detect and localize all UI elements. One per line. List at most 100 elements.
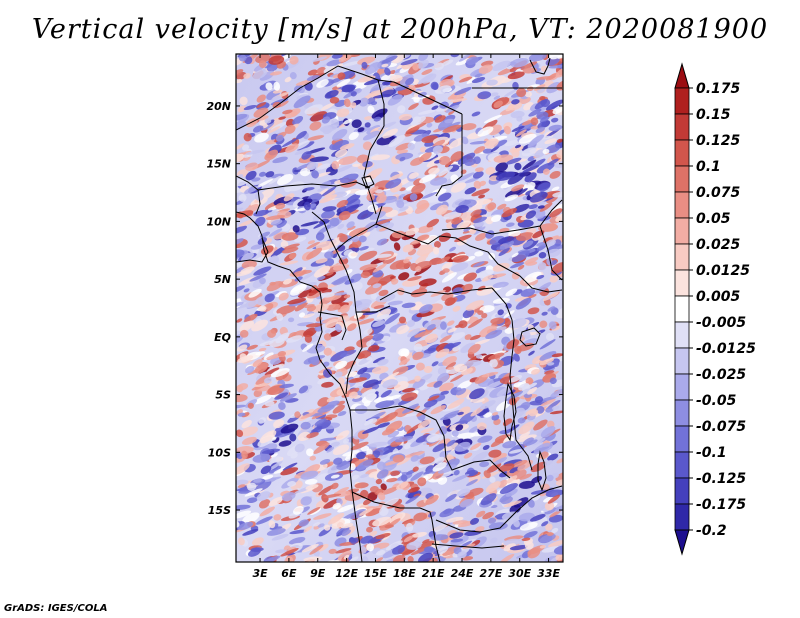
border-car-north <box>375 223 499 265</box>
field-blob <box>447 320 455 326</box>
field-blob <box>369 211 386 220</box>
field-blob <box>431 105 439 110</box>
field-blob <box>362 390 376 398</box>
border-libya-sudan <box>435 114 463 197</box>
field-blob <box>547 362 555 366</box>
field-blob <box>497 203 507 210</box>
field-blob <box>296 163 311 170</box>
field-blob <box>375 533 391 539</box>
field-blob <box>492 457 508 466</box>
field-blob <box>288 536 306 545</box>
field-blob <box>464 359 482 367</box>
field-blob <box>297 287 312 299</box>
field-blob <box>340 523 354 529</box>
field-blob <box>283 193 295 202</box>
field-blob <box>432 139 446 148</box>
field-blob <box>547 158 559 166</box>
field-blob <box>451 217 462 225</box>
field-blob <box>321 210 335 220</box>
field-blob <box>507 172 525 185</box>
field-blob <box>247 402 254 409</box>
field-blob <box>547 306 556 312</box>
field-blob <box>447 327 457 333</box>
field-blob <box>321 116 331 124</box>
field-blob <box>286 357 293 363</box>
field-blob <box>490 317 505 325</box>
field-blob <box>398 358 410 366</box>
field-blob <box>486 462 502 474</box>
field-blob <box>261 474 274 480</box>
field-blob <box>271 95 281 101</box>
colorbar-box <box>674 321 690 349</box>
field-blob <box>535 126 545 134</box>
field-blob <box>485 166 496 175</box>
field-blob <box>309 156 329 162</box>
field-blob <box>353 458 371 466</box>
field-blob <box>430 203 444 211</box>
field-blob <box>236 225 248 234</box>
field-blob <box>547 494 560 504</box>
field-blob <box>313 442 330 454</box>
field-blob <box>428 167 440 175</box>
field-blob <box>434 115 446 123</box>
field-blob <box>520 288 536 297</box>
field-blob <box>334 548 352 554</box>
field-blob <box>513 519 520 528</box>
field-blob <box>339 304 350 314</box>
field-blob <box>321 186 337 197</box>
field-blob <box>377 461 386 471</box>
field-blob <box>320 102 335 111</box>
field-blob <box>518 133 537 144</box>
field-blob <box>540 98 551 108</box>
lon-label: 18E <box>393 567 416 580</box>
field-blob <box>334 323 342 333</box>
field-blob <box>244 299 259 308</box>
field-blob <box>424 333 438 344</box>
field-blob <box>534 396 544 404</box>
field-blob <box>482 148 493 154</box>
field-blob <box>489 358 498 368</box>
field-blob <box>492 412 499 416</box>
field-blob <box>475 233 487 241</box>
field-blob <box>396 149 409 154</box>
field-blob <box>539 533 556 543</box>
field-blob <box>358 318 375 325</box>
field-blob <box>477 126 494 137</box>
field-blob <box>364 454 375 458</box>
field-blob <box>450 182 467 193</box>
field-blob <box>484 138 499 149</box>
field-blob <box>369 530 378 537</box>
field-blob <box>545 73 558 81</box>
field-blob <box>511 250 530 263</box>
field-blob <box>283 243 300 250</box>
field-blob <box>407 328 421 338</box>
field-blob <box>361 61 368 69</box>
field-blob <box>426 324 436 331</box>
field-blob <box>545 56 560 66</box>
field-blob <box>306 305 317 312</box>
field-blob <box>372 283 382 289</box>
field-blob <box>439 321 447 330</box>
field-blob <box>531 476 543 484</box>
field-blob <box>487 202 497 211</box>
lat-label: 5S <box>215 389 231 402</box>
field-blob <box>552 191 563 198</box>
field-blob <box>426 218 440 228</box>
field-blob <box>455 204 469 214</box>
field-blob <box>421 68 433 76</box>
border-sudan-southsudan <box>441 199 563 235</box>
field-blob <box>347 225 356 231</box>
field-blob <box>417 540 435 550</box>
field-blob <box>416 234 430 241</box>
field-blob <box>419 304 433 314</box>
field-blob <box>470 442 482 451</box>
field-blob <box>530 368 541 375</box>
lon-label: 21E <box>422 567 445 580</box>
field-blob <box>336 78 351 88</box>
colorbar-label: -0.2 <box>696 523 727 539</box>
field-blob <box>293 84 303 93</box>
field-blob <box>463 452 473 459</box>
field-blob <box>456 488 471 497</box>
field-blob <box>367 105 375 114</box>
coastline-west-africa <box>236 211 363 562</box>
